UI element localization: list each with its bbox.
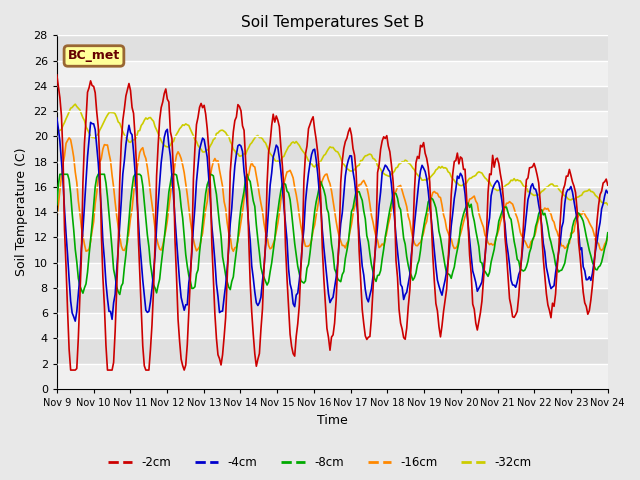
Bar — [57, 364, 608, 389]
X-axis label: Time: Time — [317, 414, 348, 427]
Bar — [57, 162, 608, 187]
Text: BC_met: BC_met — [68, 49, 120, 62]
Bar — [57, 263, 608, 288]
Bar — [57, 212, 608, 238]
Bar — [57, 111, 608, 136]
Bar — [57, 136, 608, 162]
Legend: -2cm, -4cm, -8cm, -16cm, -32cm: -2cm, -4cm, -8cm, -16cm, -32cm — [104, 452, 536, 474]
Bar — [57, 86, 608, 111]
Bar — [57, 36, 608, 60]
Bar — [57, 60, 608, 86]
Y-axis label: Soil Temperature (C): Soil Temperature (C) — [15, 148, 28, 276]
Bar — [57, 238, 608, 263]
Bar — [57, 288, 608, 313]
Bar — [57, 187, 608, 212]
Bar — [57, 338, 608, 364]
Bar — [57, 313, 608, 338]
Title: Soil Temperatures Set B: Soil Temperatures Set B — [241, 15, 424, 30]
